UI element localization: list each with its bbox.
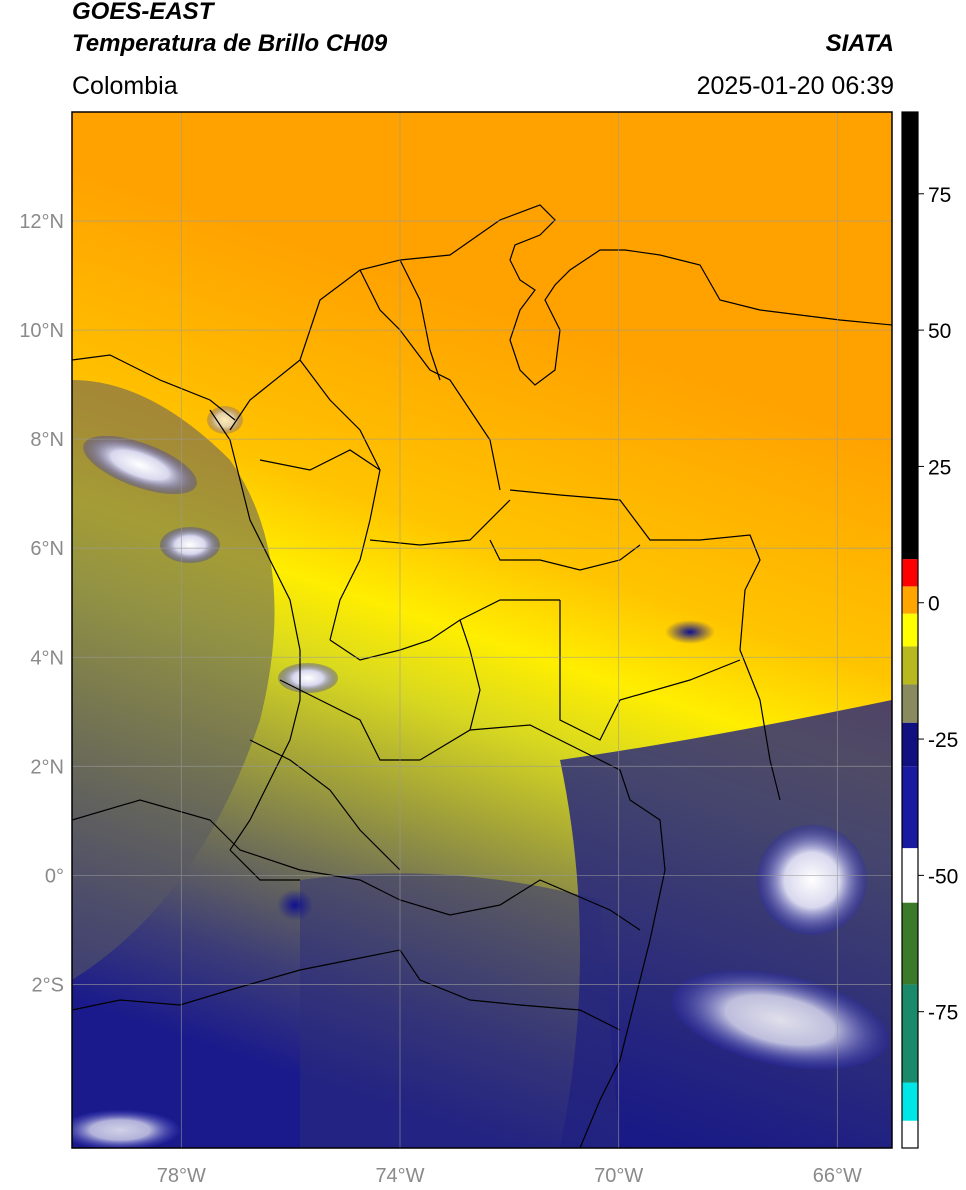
lat-tick-label: 0° — [45, 865, 64, 887]
longitude-labels: 78°W 74°W 70°W 66°W — [157, 1165, 862, 1187]
lat-tick-label: 12°N — [19, 211, 64, 233]
colorbar-segment — [902, 559, 918, 587]
colorbar-tick-label: 25 — [928, 456, 951, 479]
latitude-labels: 12°N 10°N 8°N 6°N 4°N 2°N 0° 2°S — [19, 211, 64, 996]
colorbar-tick-label: 50 — [928, 320, 951, 343]
lon-tick-label: 70°W — [594, 1165, 643, 1187]
colorbar-tick-label: -50 — [928, 865, 958, 888]
lat-tick-label: 2°N — [30, 756, 64, 778]
colorbar-segment — [902, 112, 918, 560]
colorbar: 75 50 25 0 -25 -50 -75 — [901, 111, 958, 1149]
colorbar-tick-label: 0 — [928, 593, 940, 616]
lat-tick-label: 6°N — [30, 538, 64, 560]
lat-tick-label: 8°N — [30, 429, 64, 451]
colorbar-segment — [902, 613, 918, 647]
colorbar-tick-label: -75 — [928, 1002, 958, 1025]
colorbar-tick-label: 75 — [928, 184, 951, 207]
colorbar-segment — [902, 684, 918, 723]
timestamp-label: 2025-01-20 06:39 — [696, 72, 894, 100]
satellite-title: GOES-EAST — [72, 0, 214, 25]
satellite-imagery — [72, 112, 892, 1148]
colorbar-segment — [902, 766, 918, 849]
colorbar-segment — [902, 1120, 918, 1148]
lon-tick-label: 66°W — [813, 1165, 862, 1187]
lon-tick-label: 74°W — [375, 1165, 424, 1187]
map-frame — [71, 111, 893, 1149]
colorbar-segment — [902, 984, 918, 1083]
colorbar-segment — [902, 848, 918, 903]
colorbar-segment — [902, 902, 918, 985]
colorbar-segment — [902, 1082, 918, 1121]
colorbar-frame — [901, 111, 919, 1149]
lat-tick-label: 10°N — [19, 320, 64, 342]
colorbar-segment — [902, 722, 918, 767]
country-borders — [72, 204, 892, 1148]
lat-tick-label: 4°N — [30, 647, 64, 669]
colorbar-segment — [902, 646, 918, 685]
gridlines — [72, 112, 892, 1148]
lon-tick-label: 78°W — [157, 1165, 206, 1187]
organization-label: SIATA — [825, 30, 894, 57]
colorbar-segment — [902, 586, 918, 614]
lat-tick-label: 2°S — [32, 974, 64, 996]
product-title: Temperatura de Brillo CH09 — [72, 30, 388, 57]
colorbar-tick-label: -25 — [928, 729, 958, 752]
region-label: Colombia — [72, 72, 178, 100]
